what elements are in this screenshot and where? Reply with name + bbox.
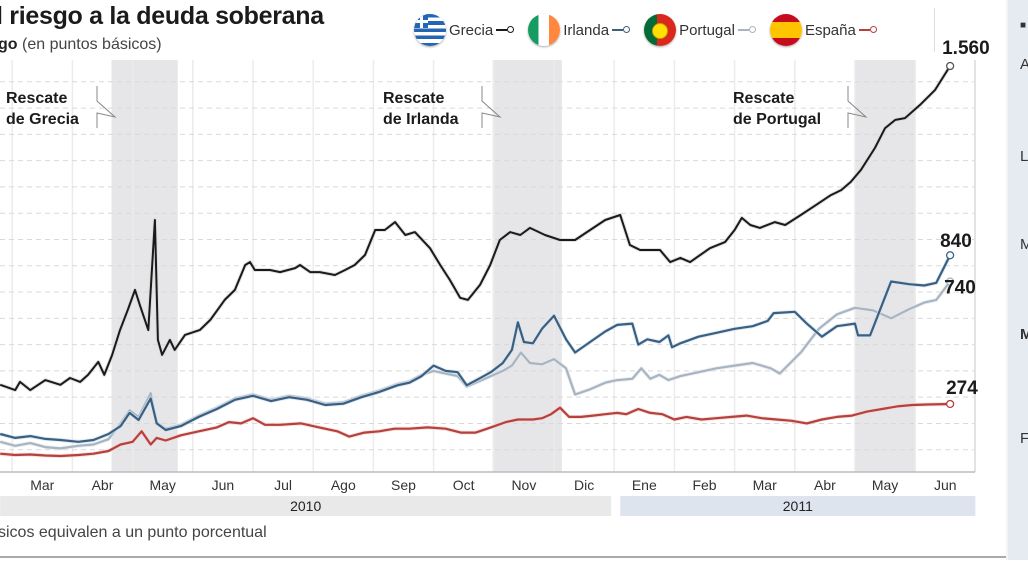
- annotation-label: Rescate: [733, 90, 794, 107]
- legend-swatch: [612, 26, 631, 34]
- month-tick-label: Mar: [753, 477, 777, 493]
- side-letter: ■: [1020, 20, 1027, 31]
- line-chart: Rescate de Grecia Rescate de Irlanda Rescate…: [0, 38, 990, 516]
- year-label: 2010: [290, 498, 321, 514]
- legend-item-grecia: Grecia: [414, 14, 515, 46]
- legend-swatch: [496, 26, 515, 34]
- year-band: [0, 496, 612, 516]
- end-value-label: 274: [946, 378, 978, 399]
- year-band: [620, 496, 976, 516]
- side-letter: M: [1020, 236, 1028, 253]
- month-tick-label: Mar: [30, 477, 54, 493]
- legend-label: Grecia: [449, 21, 494, 39]
- end-value-label: 740: [944, 278, 976, 299]
- annotation-label: de Portugal: [733, 111, 821, 128]
- greece-flag-icon: [414, 14, 446, 46]
- legend-swatch: [737, 26, 756, 34]
- month-tick-label: May: [149, 477, 175, 493]
- end-marker-grecia: [945, 61, 955, 71]
- x-axis: Mar Abr May Jun Jul Ago Sep Oct Nov Dic Ene Feb Mar A…: [0, 471, 976, 516]
- series-lines: [0, 61, 955, 458]
- annotation-label: Rescate: [383, 90, 444, 107]
- side-letter: F: [1020, 430, 1028, 447]
- chart-subtitle: go (en puntos básicos): [0, 36, 162, 54]
- ireland-flag-icon: [528, 14, 561, 46]
- series-line-españa: [0, 402, 951, 458]
- annotation-label: Rescate: [6, 90, 67, 107]
- spain-flag-icon: [769, 14, 802, 46]
- annotation-label: de Grecia: [6, 111, 79, 128]
- chart-title: l riesgo a la deuda soberana: [0, 2, 324, 30]
- gridlines: [0, 60, 976, 472]
- month-tick-label: Abr: [92, 477, 114, 493]
- month-tick-label: Feb: [692, 477, 716, 493]
- annotation-label: de Irlanda: [383, 111, 459, 128]
- bottom-divider: [0, 556, 1006, 558]
- portugal-flag-icon: [644, 14, 677, 46]
- footnote: sicos equivalen a un punto porcentual: [0, 524, 267, 541]
- legend: Grecia Irlanda Portugal España: [414, 8, 935, 52]
- month-tick-label: Jun: [212, 477, 235, 493]
- month-tick-label: Ene: [632, 477, 657, 493]
- end-marker-portugal: [945, 277, 955, 286]
- side-letter: A: [1020, 56, 1028, 73]
- month-tick-label: Abr: [814, 477, 836, 493]
- end-value-label: 1.560: [942, 38, 990, 59]
- month-tick-label: Sep: [391, 477, 416, 493]
- annotation-bracket: [96, 86, 117, 128]
- month-tick-label: Jun: [934, 477, 957, 493]
- side-panel: ■ A L M M F: [1006, 0, 1028, 560]
- month-tick-label: Oct: [453, 477, 475, 493]
- side-letter: L: [1020, 148, 1028, 165]
- bailout-annotations: Rescate de Grecia Rescate de Irlanda Rescate…: [6, 86, 868, 128]
- side-letter: M: [1020, 326, 1028, 343]
- end-value-label: 840: [940, 231, 972, 252]
- month-tick-label: Ago: [331, 477, 356, 493]
- month-tick-label: May: [872, 477, 898, 493]
- end-marker-españa: [945, 399, 955, 409]
- legend-item-portugal: Portugal: [644, 14, 756, 46]
- legend-swatch: [858, 26, 877, 34]
- legend-item-irlanda: Irlanda: [528, 14, 631, 46]
- month-tick-label: Jul: [274, 477, 292, 493]
- month-tick-label: Nov: [511, 477, 536, 493]
- legend-item-espana: España: [769, 14, 877, 46]
- end-marker-irlanda: [945, 251, 955, 260]
- series-line-irlanda: [0, 254, 952, 443]
- legend-label: Irlanda: [563, 21, 610, 39]
- subtitle-unit: (en puntos básicos): [17, 36, 162, 53]
- legend-label: Portugal: [679, 21, 735, 39]
- annotation-bracket: [847, 86, 868, 128]
- end-labels: 1.560 840 740 274: [940, 38, 990, 399]
- legend-label: España: [804, 21, 856, 39]
- annotation-bracket: [481, 86, 502, 128]
- series-line-grecia: [0, 65, 951, 392]
- year-label: 2011: [783, 498, 813, 514]
- month-tick-label: Dic: [574, 477, 594, 493]
- subtitle-bold: go: [0, 36, 18, 53]
